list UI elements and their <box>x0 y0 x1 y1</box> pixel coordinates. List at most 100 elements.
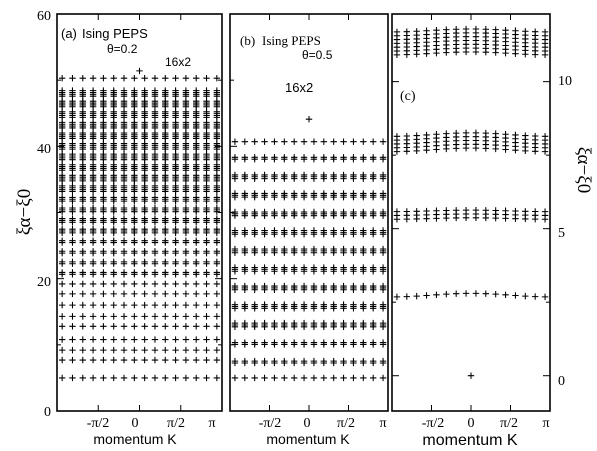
panel-c-point <box>531 293 539 300</box>
panel-a-xtick-label-1: 0 <box>132 416 139 431</box>
panel-c-xtick-label-3: π <box>542 416 549 431</box>
panel-b-point <box>300 264 308 271</box>
panel-b-point <box>261 245 268 253</box>
panel-b-point <box>330 190 337 197</box>
panel-b-point <box>241 154 249 161</box>
panel-a-point <box>100 87 107 94</box>
panel-b-point <box>261 227 268 234</box>
panel-b-point <box>290 339 298 346</box>
panel-a-point <box>151 194 159 201</box>
panel-a-point <box>69 346 76 354</box>
panel-a-point <box>79 280 86 288</box>
panel-b-point <box>330 171 337 179</box>
panel-a-point <box>69 204 76 212</box>
panel-c-point <box>472 25 480 33</box>
panel-a-point <box>131 346 138 354</box>
panel-c-point <box>433 207 440 214</box>
panel-b-point <box>305 116 313 123</box>
panel-b-point <box>261 301 268 308</box>
panel-c-point <box>522 292 529 300</box>
panel-b-point <box>340 301 347 308</box>
panel-b-point <box>251 319 258 327</box>
panel-a-point <box>213 356 221 364</box>
panel-b-point <box>320 208 328 216</box>
panel-b-point <box>330 227 337 234</box>
panel-b-point <box>271 301 278 308</box>
panel-a-point <box>79 374 86 382</box>
panel-b-point <box>379 245 387 253</box>
panel-a-point <box>213 313 221 320</box>
panel-a-point <box>213 346 221 354</box>
panel-a-point <box>131 313 138 320</box>
panel-b-point <box>340 245 347 253</box>
panel-b-point <box>310 319 318 327</box>
panel-a-point <box>120 204 128 212</box>
panel-a-point <box>79 258 86 266</box>
panel-a-point <box>58 280 66 288</box>
panel-b-point <box>379 227 387 234</box>
panel-a-point <box>193 301 200 309</box>
panel-a-point <box>193 204 200 212</box>
panel-a-point <box>120 258 128 266</box>
panel-a-point <box>131 215 138 222</box>
panel-a-point <box>141 313 148 320</box>
panel-a-point <box>141 74 148 82</box>
panel-b-point <box>320 301 328 308</box>
panel-c-frame <box>391 13 551 412</box>
panel-b-size: 16x2 <box>285 80 313 95</box>
panel-b-point <box>360 154 367 161</box>
panel-a-point <box>89 280 97 288</box>
panel-a-point <box>151 215 159 222</box>
panel-a-point <box>151 237 159 244</box>
panel-a-point <box>110 204 117 212</box>
panel-b-point <box>320 190 328 197</box>
panel-b-point <box>350 357 357 365</box>
panel-b-point <box>330 208 337 216</box>
panel-b-point <box>231 301 239 308</box>
panel-b-point <box>241 301 249 308</box>
panel-b-point <box>231 171 239 179</box>
panel-c-point <box>531 28 539 35</box>
panel-a-point <box>58 301 66 309</box>
panel-a-point <box>141 269 148 276</box>
panel-a-point <box>151 248 159 255</box>
panel-b-point <box>369 301 377 308</box>
panel-c-xtick-label-2: π/2 <box>500 416 518 431</box>
panel-b-point <box>379 190 387 197</box>
panel-a-point <box>141 215 148 222</box>
panel-b-point <box>379 171 387 179</box>
panel-a-point <box>89 356 97 364</box>
panel-b-point <box>330 138 337 145</box>
panel-b-point <box>290 190 298 197</box>
panel-a-xlabel: momentum K <box>93 431 177 447</box>
panel-a-point <box>120 248 128 255</box>
panel-a-point <box>89 204 97 212</box>
panel-b-point <box>290 319 298 327</box>
panel-a-point <box>110 87 117 94</box>
panel-b-point <box>231 319 239 327</box>
panel-b-point <box>360 264 367 271</box>
panel-b-point <box>350 339 357 346</box>
panel-b-point <box>271 138 278 145</box>
panel-b-point <box>379 208 387 216</box>
panel-a-point <box>151 356 159 364</box>
panel-a-point <box>141 258 148 266</box>
panel-b-point <box>369 171 377 179</box>
panel-c-point <box>413 208 420 215</box>
panel-a-point <box>79 225 86 233</box>
panel-a-point <box>110 194 117 201</box>
panel-a-point <box>100 336 107 343</box>
panel-a-point <box>193 269 200 276</box>
panel-a-point <box>89 194 97 201</box>
panel-c-point <box>443 130 450 137</box>
panel-a-point <box>182 225 190 233</box>
panel-b: (b) Ising PEPS θ=0.5 16x2 -π/2 0 π/2 π m… <box>229 13 389 447</box>
panel-c-point <box>413 28 420 35</box>
panel-c-ytick-label-10: 10 <box>558 74 572 89</box>
panel-a-point <box>89 248 97 255</box>
panel-c-point <box>512 131 519 139</box>
panel-a-point <box>110 290 117 298</box>
panel-c-point <box>433 26 440 34</box>
panel-a-ytick-label-20: 20 <box>37 275 51 290</box>
panel-a-point <box>213 225 221 233</box>
